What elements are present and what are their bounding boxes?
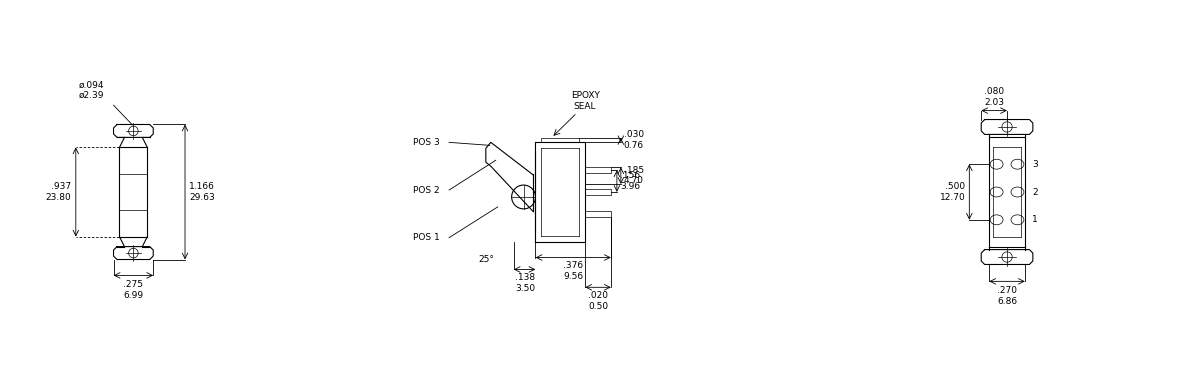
Text: .030
0.76: .030 0.76: [624, 131, 644, 150]
Text: .138
3.50: .138 3.50: [516, 273, 535, 293]
Text: .275
6.99: .275 6.99: [124, 280, 144, 300]
Text: POS 1: POS 1: [413, 233, 440, 242]
Text: 3: 3: [1032, 160, 1038, 169]
Text: .270
6.86: .270 6.86: [997, 286, 1018, 306]
Text: ø.094
ø2.39: ø.094 ø2.39: [79, 81, 104, 100]
Text: 1.166
29.63: 1.166 29.63: [188, 182, 215, 202]
Text: .376
9.56: .376 9.56: [563, 261, 583, 281]
Text: POS 2: POS 2: [413, 186, 440, 194]
Text: .156
3.96: .156 3.96: [620, 171, 640, 191]
Text: POS 3: POS 3: [413, 138, 440, 147]
Bar: [586, 189, 611, 195]
Text: 25°: 25°: [478, 255, 493, 264]
Text: EPOXY
SEAL: EPOXY SEAL: [571, 91, 600, 110]
Text: 1: 1: [1032, 215, 1038, 224]
Text: 2: 2: [1032, 187, 1038, 196]
Bar: [586, 167, 611, 173]
Text: .937
23.80: .937 23.80: [46, 182, 71, 202]
Text: .080
2.03: .080 2.03: [984, 87, 1004, 107]
Text: .185
4.70: .185 4.70: [624, 166, 644, 185]
Text: .020
0.50: .020 0.50: [588, 291, 608, 311]
Bar: [541, 138, 580, 142]
Bar: [586, 211, 611, 217]
Text: .500
12.70: .500 12.70: [940, 182, 965, 202]
